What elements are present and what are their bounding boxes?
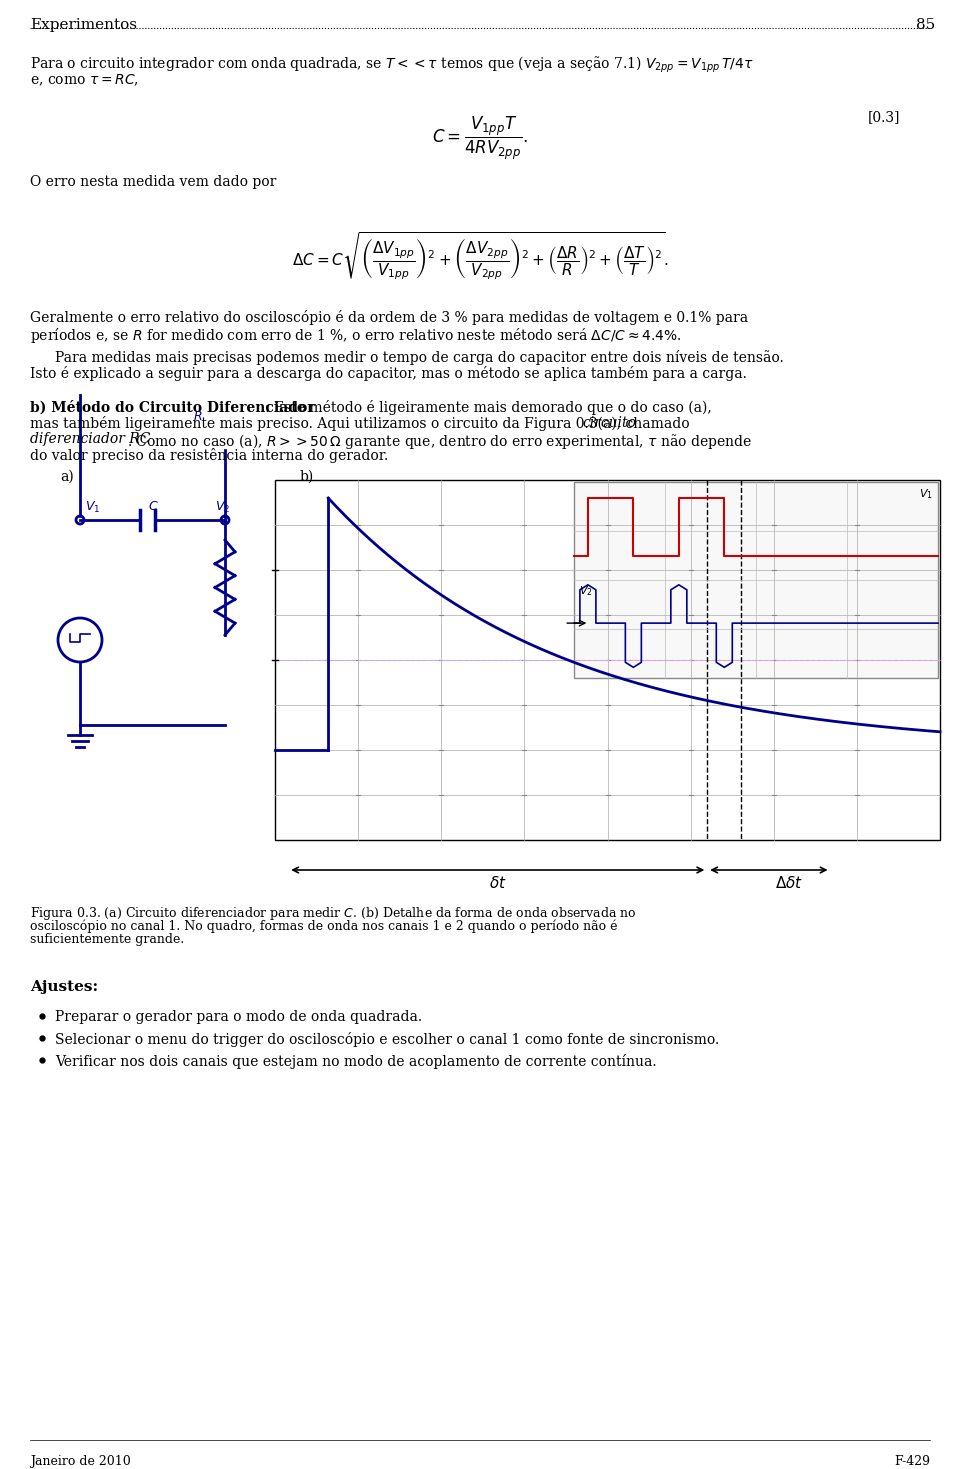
Text: Verificar nos dois canais que estejam no modo de acoplamento de corrente contínu: Verificar nos dois canais que estejam no… — [55, 1053, 657, 1069]
Text: Janeiro de 2010: Janeiro de 2010 — [30, 1454, 131, 1468]
Text: b) Método do Circuito Diferenciador: b) Método do Circuito Diferenciador — [30, 400, 315, 414]
Text: diferenciador RC: diferenciador RC — [30, 432, 151, 447]
Text: b): b) — [300, 470, 314, 483]
Text: $C = \dfrac{V_{1pp}T}{4RV_{2pp}}$.: $C = \dfrac{V_{1pp}T}{4RV_{2pp}}$. — [432, 115, 528, 162]
Bar — [275, 480, 940, 840]
Text: Selecionar o menu do trigger do osciloscópio e escolher o canal 1 como fonte de : Selecionar o menu do trigger do oscilosc… — [55, 1033, 719, 1047]
Text: osciloscópio no canal 1. No quadro, formas de onda nos canais 1 e 2 quando o per: osciloscópio no canal 1. No quadro, form… — [30, 920, 617, 933]
Text: : Este método é ligeiramente mais demorado que o do caso (a),: : Este método é ligeiramente mais demora… — [265, 400, 711, 416]
Text: Para medidas mais precisas podemos medir o tempo de carga do capacitor entre doi: Para medidas mais precisas podemos medir… — [55, 350, 783, 364]
Text: mas também ligeiramente mais preciso. Aqui utilizamos o circuito da Figura 0.3(a: mas também ligeiramente mais preciso. Aq… — [30, 416, 694, 430]
Text: 85: 85 — [916, 18, 935, 32]
Text: $R$: $R$ — [193, 410, 203, 423]
Text: Experimentos: Experimentos — [30, 18, 137, 32]
Bar — [574, 482, 938, 679]
Text: $C$: $C$ — [148, 499, 158, 513]
Text: $V_1$: $V_1$ — [85, 499, 100, 516]
Text: [0.3]: [0.3] — [868, 110, 900, 123]
Text: . Como no caso (a), $R >> 50\,\Omega$ garante que, dentro do erro experimental, : . Como no caso (a), $R >> 50\,\Omega$ ga… — [127, 432, 752, 451]
Text: O erro nesta medida vem dado por: O erro nesta medida vem dado por — [30, 175, 276, 190]
Text: $V_2$: $V_2$ — [215, 499, 230, 516]
Text: Geralmente o erro relativo do osciloscópio é da ordem de 3 % para medidas de vol: Geralmente o erro relativo do osciloscóp… — [30, 310, 748, 325]
Text: suficientemente grande.: suficientemente grande. — [30, 933, 184, 946]
Text: $\Delta C = C\sqrt{\left(\dfrac{\Delta V_{1pp}}{V_{1pp}}\right)^{2} + \left(\dfr: $\Delta C = C\sqrt{\left(\dfrac{\Delta V… — [292, 231, 668, 282]
Text: Figura 0.3. (a) Circuito diferenciador para medir $C$. (b) Detalhe da forma de o: Figura 0.3. (a) Circuito diferenciador p… — [30, 905, 636, 923]
Text: circuito: circuito — [582, 416, 636, 430]
Text: Isto é explicado a seguir para a descarga do capacitor, mas o método se aplica t: Isto é explicado a seguir para a descarg… — [30, 366, 747, 380]
Text: a): a) — [60, 470, 74, 483]
Text: $V_1$: $V_1$ — [919, 488, 933, 501]
Text: e, como $\tau = RC$,: e, como $\tau = RC$, — [30, 73, 139, 88]
Text: $\delta t$: $\delta t$ — [489, 876, 507, 892]
Text: $V_2$: $V_2$ — [579, 583, 593, 598]
Text: F-429: F-429 — [894, 1454, 930, 1468]
Text: períodos e, se $R$ for medido com erro de 1 %, o erro relativo neste método será: períodos e, se $R$ for medido com erro d… — [30, 326, 682, 345]
Text: Para o circuito integrador com onda quadrada, se $T << \tau$ temos que (veja a s: Para o circuito integrador com onda quad… — [30, 54, 754, 75]
Text: Ajustes:: Ajustes: — [30, 980, 98, 995]
Text: do valor preciso da resistência interna do gerador.: do valor preciso da resistência interna … — [30, 448, 388, 463]
Text: Preparar o gerador para o modo de onda quadrada.: Preparar o gerador para o modo de onda q… — [55, 1011, 422, 1024]
Text: $\Delta\delta t$: $\Delta\delta t$ — [775, 876, 803, 892]
